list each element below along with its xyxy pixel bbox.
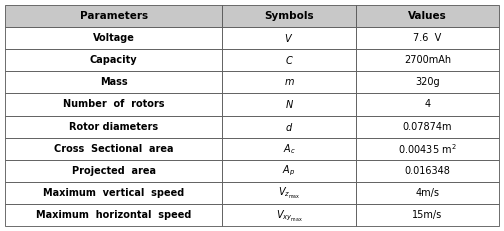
Text: 320g: 320g [415, 77, 439, 87]
Bar [356, 204, 499, 226]
Text: 15m/s: 15m/s [412, 210, 443, 220]
Bar [5, 116, 222, 138]
Bar [222, 160, 356, 182]
Text: $V_{z_{\mathrm{max}}}$: $V_{z_{\mathrm{max}}}$ [278, 185, 300, 201]
Bar [5, 5, 222, 27]
Text: 4: 4 [424, 99, 430, 109]
Text: $0.00435\ \mathrm{m}^2$: $0.00435\ \mathrm{m}^2$ [398, 142, 457, 156]
Text: 7.6  V: 7.6 V [413, 33, 442, 43]
Bar [222, 71, 356, 93]
Text: $m$: $m$ [284, 77, 294, 87]
Text: $C$: $C$ [285, 54, 293, 66]
Text: 2700mAh: 2700mAh [404, 55, 451, 65]
Text: Symbols: Symbols [264, 11, 314, 21]
Bar [356, 93, 499, 116]
Text: Maximum  horizontal  speed: Maximum horizontal speed [36, 210, 192, 220]
Text: Parameters: Parameters [80, 11, 148, 21]
Bar [5, 182, 222, 204]
Text: $A_c$: $A_c$ [283, 142, 295, 156]
Bar [222, 49, 356, 71]
Bar [356, 182, 499, 204]
Bar [222, 5, 356, 27]
Text: 0.07874m: 0.07874m [403, 122, 452, 132]
Bar [222, 204, 356, 226]
Text: Projected  area: Projected area [72, 166, 156, 176]
Bar [356, 71, 499, 93]
Text: Capacity: Capacity [90, 55, 138, 65]
Text: 4m/s: 4m/s [415, 188, 439, 198]
Bar [222, 182, 356, 204]
Bar [222, 116, 356, 138]
Text: Values: Values [408, 11, 447, 21]
Bar [5, 138, 222, 160]
Text: $d$: $d$ [285, 121, 293, 133]
Text: $V$: $V$ [284, 32, 294, 44]
Text: $A_p$: $A_p$ [282, 164, 296, 178]
Text: Rotor diameters: Rotor diameters [69, 122, 158, 132]
Text: Mass: Mass [100, 77, 128, 87]
Text: 0.016348: 0.016348 [404, 166, 450, 176]
Bar [5, 160, 222, 182]
Bar [356, 27, 499, 49]
Bar [222, 93, 356, 116]
Bar [356, 160, 499, 182]
Bar [5, 27, 222, 49]
Bar [356, 138, 499, 160]
Bar [356, 5, 499, 27]
Text: $N$: $N$ [285, 98, 293, 110]
Text: Voltage: Voltage [93, 33, 135, 43]
Bar [356, 116, 499, 138]
Bar [5, 93, 222, 116]
Bar [222, 138, 356, 160]
Text: Cross  Sectional  area: Cross Sectional area [54, 144, 173, 154]
Bar [222, 27, 356, 49]
Bar [356, 49, 499, 71]
Bar [5, 49, 222, 71]
Text: Number  of  rotors: Number of rotors [63, 99, 164, 109]
Bar [5, 71, 222, 93]
Text: Maximum  vertical  speed: Maximum vertical speed [43, 188, 184, 198]
Bar [5, 204, 222, 226]
Text: $V_{xy_{\mathrm{max}}}$: $V_{xy_{\mathrm{max}}}$ [276, 208, 302, 223]
